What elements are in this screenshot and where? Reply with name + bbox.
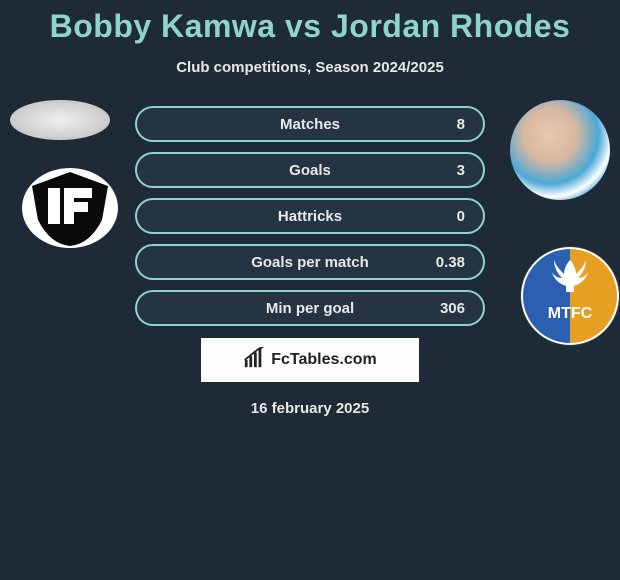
player-right-avatar xyxy=(510,100,610,200)
stat-right-value: 306 xyxy=(425,300,465,317)
stat-row-hattricks: Hattricks 0 xyxy=(135,198,485,234)
stat-right-value: 0.38 xyxy=(425,254,465,271)
date-label: 16 february 2025 xyxy=(0,400,620,417)
stat-label: Goals xyxy=(289,162,331,179)
chart-icon xyxy=(243,347,265,374)
stat-right-value: 8 xyxy=(425,116,465,133)
stat-row-min-per-goal: Min per goal 306 xyxy=(135,290,485,326)
stat-label: Goals per match xyxy=(251,254,369,271)
subtitle: Club competitions, Season 2024/2025 xyxy=(0,59,620,76)
stats-list: Matches 8 Goals 3 Hattricks 0 Goals per … xyxy=(135,106,485,326)
stat-row-matches: Matches 8 xyxy=(135,106,485,142)
stat-row-goals-per-match: Goals per match 0.38 xyxy=(135,244,485,280)
stat-label: Matches xyxy=(280,116,340,133)
svg-text:MTFC: MTFC xyxy=(548,305,593,322)
page-title: Bobby Kamwa vs Jordan Rhodes xyxy=(0,0,620,45)
stat-label: Hattricks xyxy=(278,208,342,225)
brand-label: FcTables.com xyxy=(271,351,377,369)
brand-box: FcTables.com xyxy=(201,338,419,382)
club-left-badge xyxy=(20,166,120,250)
content-area: MTFC Matches 8 Goals 3 Hattricks 0 Goals… xyxy=(0,106,620,417)
stat-label: Min per goal xyxy=(266,300,354,317)
stat-row-goals: Goals 3 xyxy=(135,152,485,188)
stat-right-value: 0 xyxy=(425,208,465,225)
club-right-badge: MTFC xyxy=(520,246,620,346)
stat-right-value: 3 xyxy=(425,162,465,179)
player-left-avatar xyxy=(10,100,110,140)
